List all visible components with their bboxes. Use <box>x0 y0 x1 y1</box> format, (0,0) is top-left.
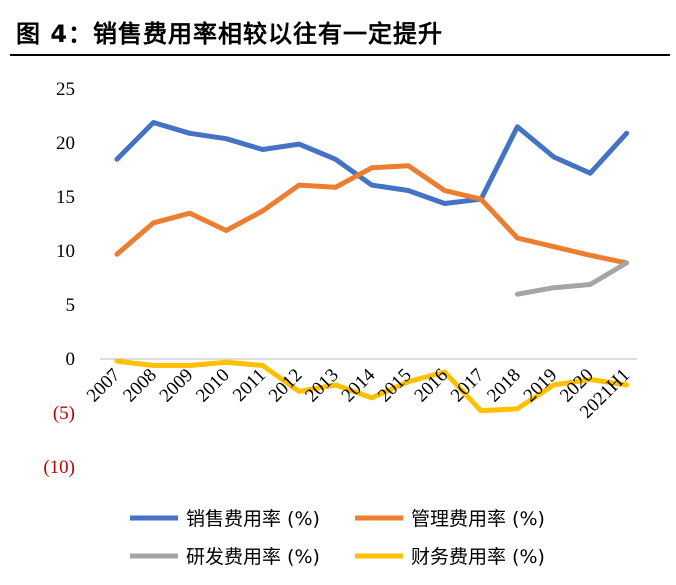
legend-label: 管理费用率 (%) <box>411 508 545 530</box>
x-tick-label: 2013 <box>301 365 343 407</box>
y-tick-label: 10 <box>56 241 75 262</box>
x-tick-label: 2015 <box>374 365 416 407</box>
title-divider <box>10 54 670 56</box>
x-tick-label: 2019 <box>520 365 562 407</box>
chart-title: 图 4：销售费用率相较以往有一定提升 <box>16 20 444 48</box>
x-tick-label: 2011 <box>229 365 270 406</box>
x-axis: 2007200820092010201120122013201420152016… <box>83 364 634 423</box>
series-line-2 <box>514 260 630 297</box>
y-tick-label: (5) <box>53 403 75 424</box>
series-lines <box>114 120 630 414</box>
legend-label: 销售费用率 (%) <box>186 508 320 530</box>
legend-item: 研发费用率 (%) <box>130 546 320 568</box>
y-tick-label: 25 <box>56 79 75 100</box>
legend: 销售费用率 (%) 管理费用率 (%) 研发费用率 (%) 财务费用率 (%) <box>130 508 545 568</box>
series-line-0 <box>114 120 630 206</box>
y-tick-label: (10) <box>43 457 75 478</box>
x-tick-label: 2018 <box>483 365 525 407</box>
y-tick-label: 20 <box>56 133 75 154</box>
y-tick-label: 0 <box>66 349 76 370</box>
x-tick-label: 2008 <box>119 365 161 407</box>
x-tick-label: 2010 <box>192 365 234 407</box>
legend-item: 销售费用率 (%) <box>130 508 320 530</box>
legend-label: 研发费用率 (%) <box>186 546 320 568</box>
legend-item: 财务费用率 (%) <box>355 546 545 568</box>
y-tick-label: 5 <box>66 295 76 316</box>
x-tick-label: 2014 <box>338 364 380 406</box>
legend-label: 财务费用率 (%) <box>411 546 545 568</box>
x-tick-label: 2009 <box>156 365 198 407</box>
x-tick-label: 2007 <box>83 365 125 407</box>
y-axis: 25 20 15 10 5 0 (5) (10) <box>43 79 75 478</box>
legend-item: 管理费用率 (%) <box>355 508 545 530</box>
series-line-1 <box>114 163 630 266</box>
x-tick-label: 2017 <box>447 365 489 407</box>
y-tick-label: 15 <box>56 187 75 208</box>
